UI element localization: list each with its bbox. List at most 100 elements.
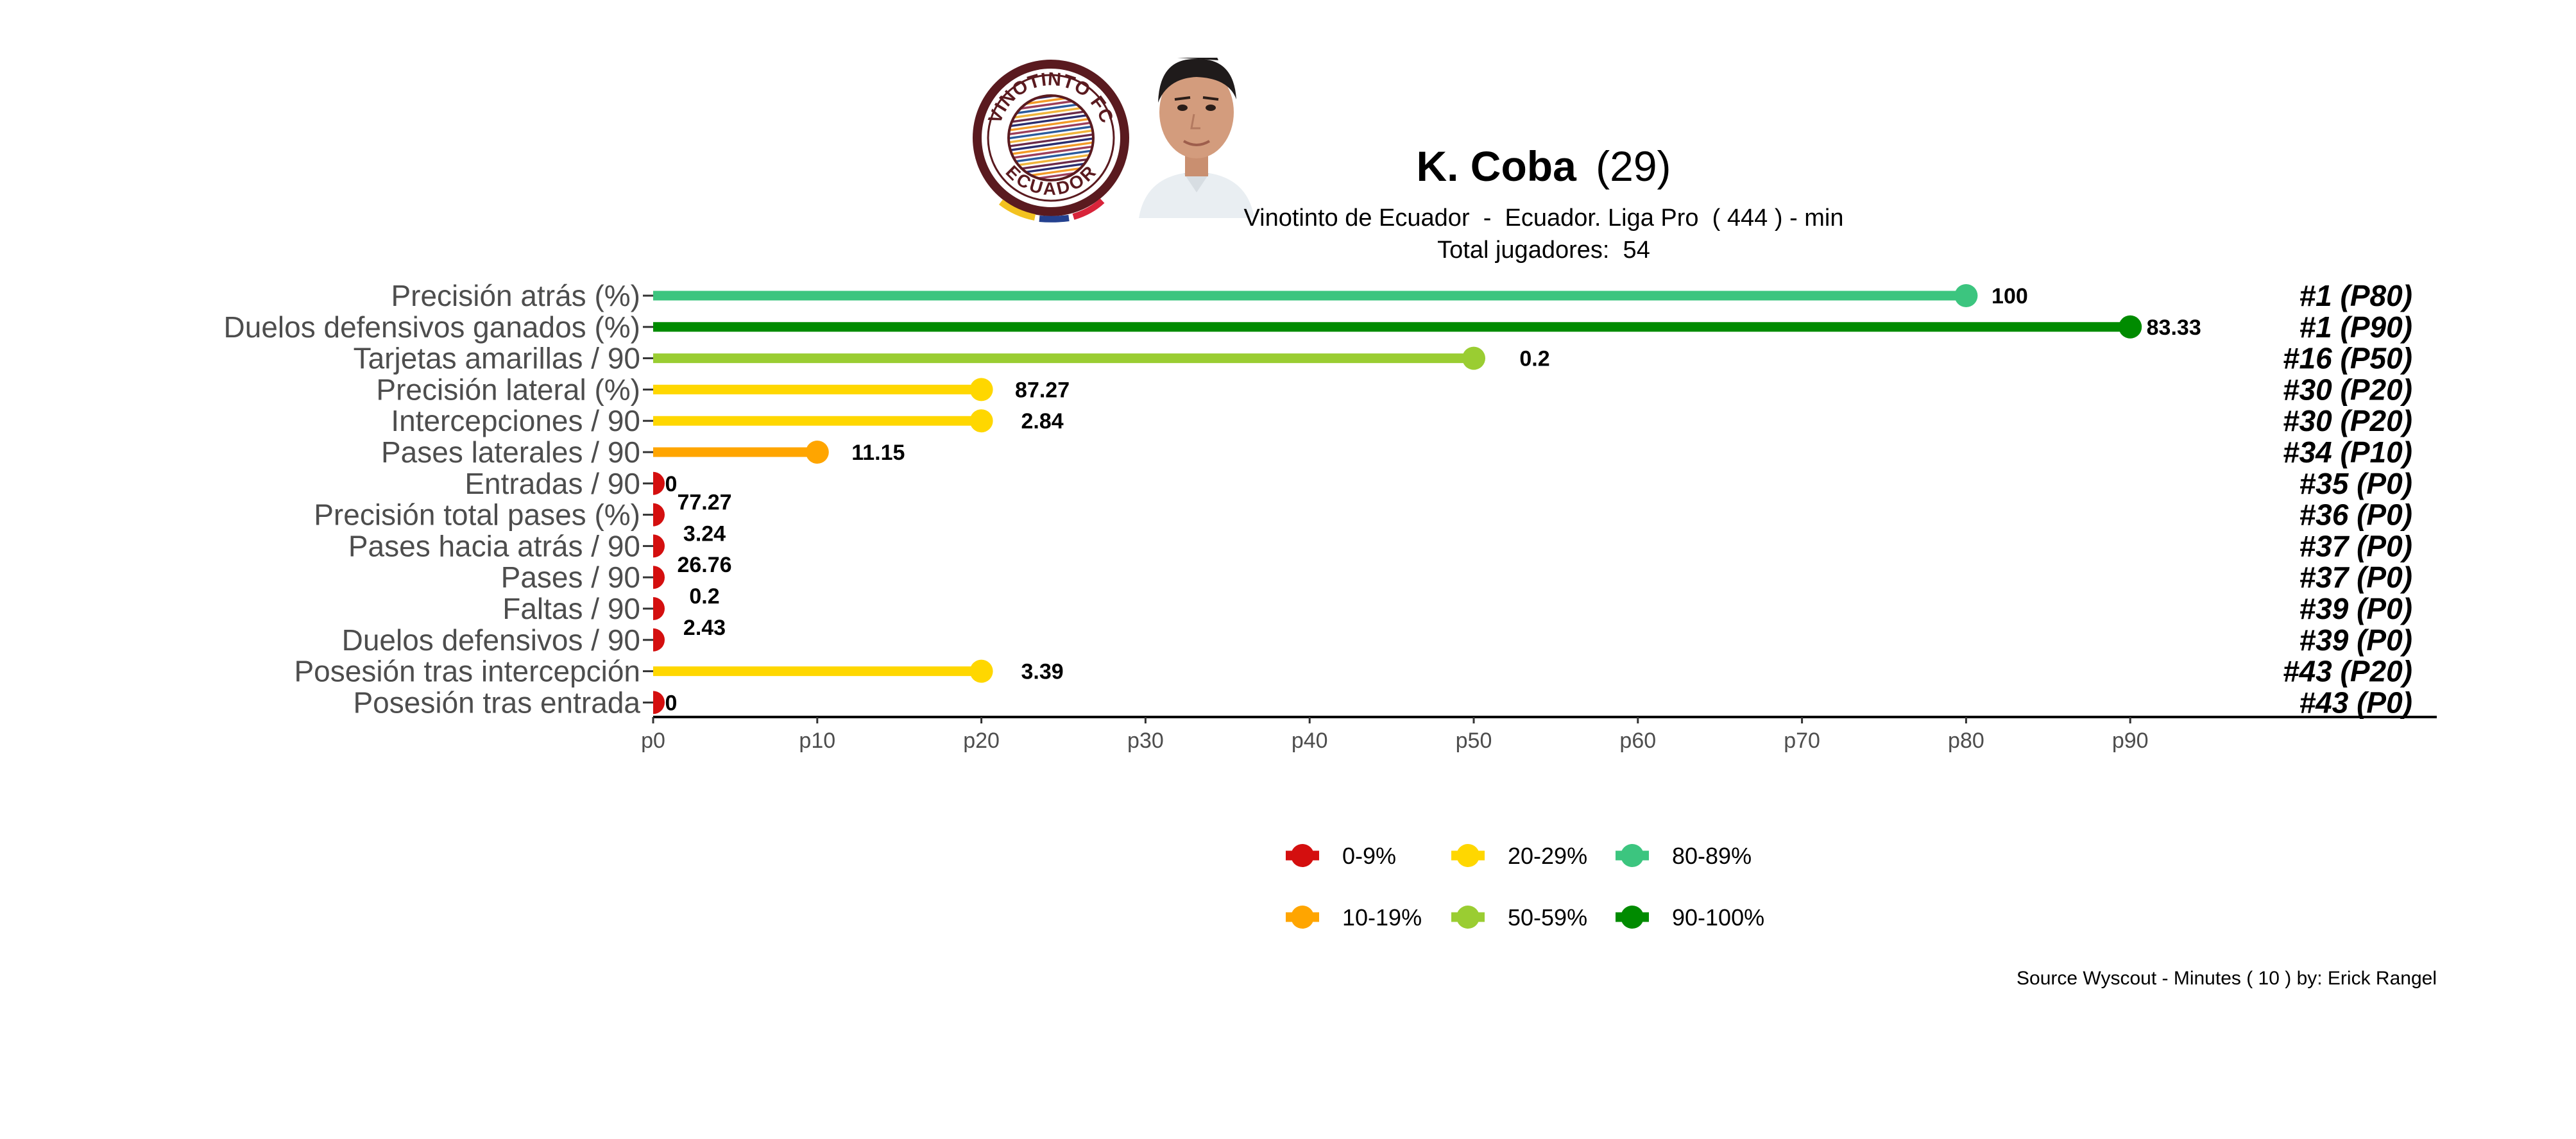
legend-swatch-dot [1456,844,1480,867]
source-note: Source Wyscout - Minutes ( 10 ) by: Eric… [2017,968,2437,989]
metric-label: Pases laterales / 90 [381,435,640,469]
rank-label: #39 (P0) [2299,623,2412,657]
rank-label: #34 (P10) [2283,435,2412,469]
table-row: Faltas / 90 0.2 #39 (P0) [502,584,2412,625]
percentile-dot [969,409,993,433]
chart-rows: Precisión atrás (%) 100 #1 (P80)Duelos def… [224,279,2412,719]
value-label: 100 [1992,284,2028,308]
percentile-dot [2119,315,2142,339]
legend-item: 10-19% [1286,904,1422,931]
percentile-dot [969,659,993,683]
rank-label: #43 (P0) [2299,686,2412,719]
legend-item: 80-89% [1616,843,1752,869]
value-label: 77.27 [677,491,731,515]
x-tick-label: p0 [641,729,665,753]
value-label: 3.39 [1021,660,1064,684]
x-tick-label: p80 [1948,729,1984,753]
legend: 0-9% 20-29% 80-89% 10-19% 50-59% 90-100% [1286,843,1764,931]
table-row: Pases hacia atrás / 90 3.24 #37 (P0) [348,521,2412,562]
percentile-dot [653,691,665,714]
legend-label: 90-100% [1672,904,1764,931]
legend-label: 20-29% [1508,843,1587,869]
x-tick-label: p10 [799,729,835,753]
percentile-dot [653,503,665,527]
value-label: 26.76 [677,553,731,577]
x-tick-label: p20 [963,729,1000,753]
player-title: K. Coba (29) [1416,142,1671,190]
x-tick-label: p60 [1619,729,1656,753]
metric-label: Faltas / 90 [502,592,640,625]
table-row: Posesión tras entrada 0 #43 (P0) [354,686,2413,719]
table-row: Posesión tras intercepción 3.39 #43 (P20) [294,655,2412,688]
rank-label: #43 (P20) [2283,655,2412,688]
metric-label: Pases / 90 [501,561,640,594]
percentile-dot [653,566,665,589]
metric-label: Duelos defensivos / 90 [342,623,640,657]
percentile-dot [653,471,665,495]
rank-label: #35 (P0) [2299,467,2412,500]
metric-label: Pases hacia atrás / 90 [348,529,640,562]
percentile-dot [653,628,665,652]
percentile-dot [1462,346,1485,370]
percentile-dot [653,534,665,558]
metric-label: Posesión tras entrada [354,686,641,719]
legend-label: 80-89% [1672,843,1752,869]
rank-label: #36 (P0) [2299,498,2412,532]
table-row: Precisión lateral (%) 87.27 #30 (P20) [376,373,2412,406]
legend-label: 0-9% [1342,843,1396,869]
player-photo [1139,58,1254,218]
x-tick-label: p30 [1127,729,1164,753]
x-tick-label: p90 [2112,729,2149,753]
legend-item: 20-29% [1451,843,1587,869]
legend-item: 0-9% [1286,843,1396,869]
x-axis: p0 p10 p20 p30 p40 p50 p60 p70 p80 p90 [641,716,2437,753]
rank-label: #37 (P0) [2299,561,2412,594]
value-label: 0.2 [1519,347,1549,371]
legend-swatch-dot [1621,906,1644,929]
table-row: Duelos defensivos / 90 2.43 #39 (P0) [342,616,2412,657]
value-label: 2.43 [683,616,726,640]
legend-item: 50-59% [1451,904,1587,931]
legend-swatch-dot [1291,844,1314,867]
rank-label: #1 (P80) [2299,279,2412,312]
metric-label: Entradas / 90 [465,467,640,500]
legend-label: 50-59% [1508,904,1587,931]
table-row: Tarjetas amarillas / 90 0.2 #16 (P50) [354,342,2412,375]
metric-label: Precisión total pases (%) [314,498,640,532]
rank-label: #30 (P20) [2283,373,2412,406]
value-label: 0 [665,472,678,496]
table-row: Pases laterales / 90 11.15 #34 (P10) [381,435,2412,469]
percentile-dot [653,597,665,620]
percentile-dot [1954,284,1978,307]
percentile-dot [969,378,993,401]
value-label: 0 [665,691,678,715]
value-label: 3.24 [683,521,726,546]
value-label: 83.33 [2147,316,2201,340]
metric-label: Intercepciones / 90 [391,404,640,437]
percentile-dot [805,441,829,464]
team-league-minutes: Vinotinto de Ecuador - Ecuador. Liga Pro… [1243,205,1843,232]
legend-item: 90-100% [1616,904,1764,931]
value-label: 11.15 [851,441,905,465]
x-tick-label: p40 [1292,729,1328,753]
x-tick-label: p50 [1456,729,1492,753]
table-row: Duelos defensivos ganados (%) 83.33 #1 (P9… [224,310,2412,344]
x-tick-label: p70 [1784,729,1820,753]
legend-swatch-dot [1456,906,1480,929]
legend-swatch-dot [1291,906,1314,929]
table-row: Precisión atrás (%) 100 #1 (P80) [391,279,2412,312]
rank-label: #16 (P50) [2283,342,2412,375]
player-name: K. Coba [1416,142,1577,190]
rank-label: #39 (P0) [2299,592,2412,625]
metric-label: Duelos defensivos ganados (%) [224,310,640,344]
value-label: 2.84 [1021,409,1064,434]
value-label: 0.2 [689,584,719,609]
legend-swatch-dot [1621,844,1644,867]
rank-label: #37 (P0) [2299,529,2412,562]
metric-label: Posesión tras intercepción [294,655,640,688]
legend-label: 10-19% [1342,904,1422,931]
total-players: Total jugadores: 54 [1437,237,1650,264]
metric-label: Precisión lateral (%) [376,373,640,406]
